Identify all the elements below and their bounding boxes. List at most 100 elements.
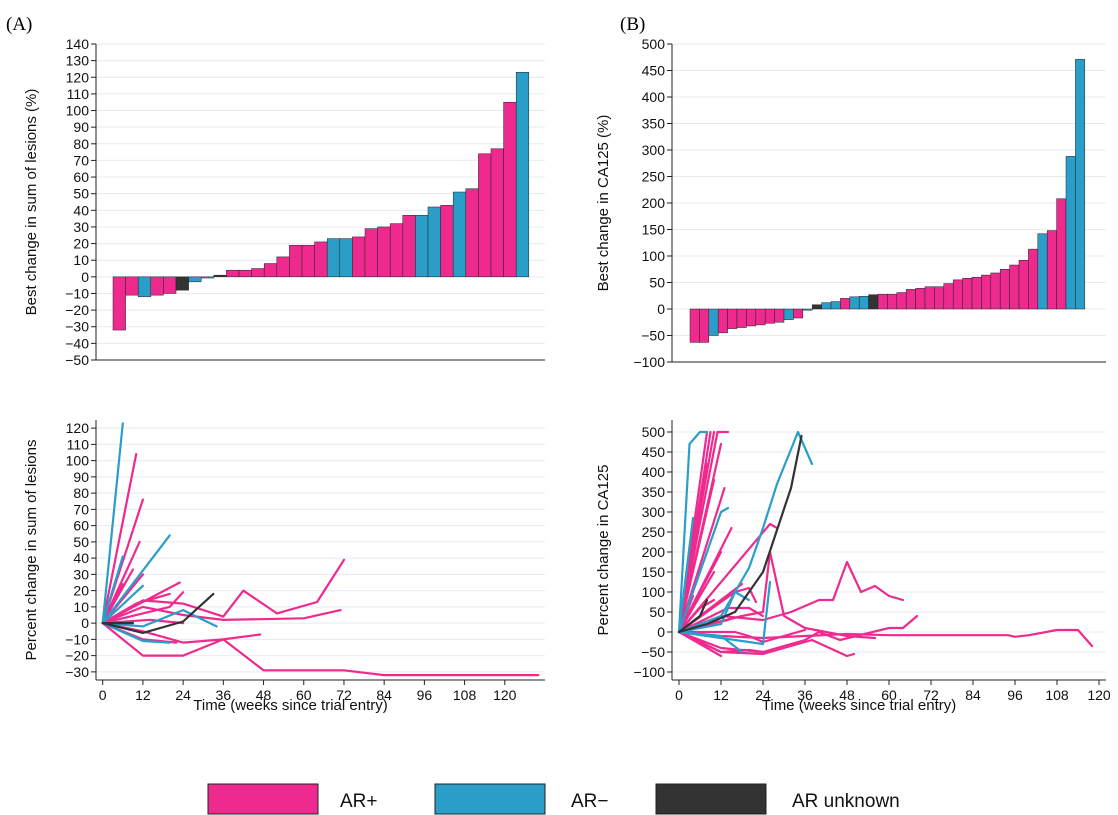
bar-ar-positive [915, 288, 926, 310]
bar-ar-positive [840, 298, 851, 310]
series-line-ar-negative [677, 516, 695, 634]
y-tick-label: −50 [641, 644, 665, 660]
y-tick-label: 40 [73, 550, 89, 566]
series-line-ar-negative [101, 422, 124, 625]
y-tick-label: −10 [65, 631, 89, 647]
series-line-ar-negative [677, 630, 744, 654]
x-tick-label: 96 [1007, 687, 1023, 703]
y-tick-label: 150 [642, 222, 666, 238]
y-tick-label: 450 [642, 444, 666, 460]
bar-ar-positive [465, 188, 479, 278]
series-line-ar-positive [677, 628, 1094, 648]
x-tick-label: 36 [797, 687, 813, 703]
y-tick-label: 60 [73, 518, 89, 534]
bar-ar-positive [736, 308, 747, 328]
series-line-ar-unknown [677, 434, 803, 634]
y-tick-label: 0 [657, 624, 665, 640]
bar-ar-positive [251, 268, 265, 278]
series-line-ar-positive [677, 478, 716, 634]
x-tick-label: 24 [755, 687, 771, 703]
y-tick-label: 100 [642, 584, 666, 600]
x-axis-label: Time (weeks since trial entry) [193, 697, 388, 714]
y-tick-label: 30 [73, 566, 89, 582]
y-tick-label: 150 [642, 564, 666, 580]
x-tick-label: 0 [675, 687, 683, 703]
bar-ar-negative [830, 301, 841, 310]
bar-ar-negative [708, 308, 719, 336]
bar-ar-positive [377, 226, 391, 278]
bar-ar-positive [952, 279, 963, 310]
y-tick-label: 50 [73, 534, 89, 550]
bar-ar-negative [1065, 156, 1076, 310]
bar-ar-positive [238, 269, 252, 278]
y-tick-label: −30 [65, 664, 89, 680]
y-tick-label: 0 [81, 615, 89, 631]
series-line-ar-negative [101, 621, 171, 644]
y-tick-label: 500 [642, 424, 666, 440]
y-tick-label: 70 [73, 501, 89, 517]
bar-ar-positive [490, 148, 504, 278]
y-tick-label: 50 [73, 186, 89, 202]
bar-ar-positive [112, 276, 126, 331]
y-tick-label: −20 [65, 648, 89, 664]
bar-ar-positive [699, 308, 710, 343]
series-line-ar-positive [677, 570, 716, 634]
legend: AR+ AR− AR unknown [207, 783, 900, 815]
series-line-ar-negative [677, 430, 709, 634]
y-tick-label: −40 [65, 335, 89, 351]
y-tick-label: −10 [65, 285, 89, 301]
y-tick-label: 50 [649, 275, 665, 291]
series-line-ar-positive [101, 592, 171, 625]
y-tick-label: −20 [65, 302, 89, 318]
legend-swatch-ar-positive [207, 783, 319, 815]
bar-ar-negative [339, 238, 353, 278]
chart-b-bottom-percent-change-ca125: −100 −50 0 50 100 150 200 250 300 350 400 450 500 Per… [595, 420, 1111, 714]
x-tick-label: 72 [923, 687, 939, 703]
y-tick-label: 100 [66, 453, 90, 469]
bar-ar-positive [1018, 259, 1029, 310]
series-line-ar-negative [101, 608, 218, 628]
bar-ar-negative [858, 296, 869, 310]
series-line-ar-negative [677, 506, 730, 634]
x-tick-label: 120 [493, 687, 517, 703]
bar-ar-unknown [213, 274, 227, 278]
y-tick-label: −100 [633, 354, 665, 370]
x-tick-label: 12 [135, 687, 151, 703]
bar-ar-positive [125, 276, 139, 296]
series-line-ar-positive [677, 630, 723, 658]
bar-ar-positive [746, 308, 757, 327]
bar-ar-negative [200, 276, 215, 279]
series-line-ar-positive [677, 560, 905, 634]
x-tick-label: 24 [175, 687, 191, 703]
y-tick-label: 110 [67, 86, 90, 102]
bar-ar-positive [1046, 230, 1057, 310]
y-tick-label: 300 [642, 504, 666, 520]
series-line-ar-positive [677, 630, 765, 654]
series-line-ar-positive [101, 605, 342, 625]
legend-label-ar-unknown: AR unknown [792, 791, 900, 812]
y-tick-label: 90 [73, 119, 89, 135]
y-tick-label: 60 [73, 169, 89, 185]
panel-label-a: (A) [6, 14, 32, 35]
series-line-ar-positive [677, 522, 779, 634]
bar-ar-positive [263, 263, 278, 278]
y-axis-label: Percent change in CA125 [595, 465, 612, 636]
bar-ar-negative [515, 72, 530, 278]
y-tick-label: 350 [642, 116, 666, 132]
bar-ar-negative [1075, 59, 1086, 310]
series-line-ar-negative [101, 584, 144, 625]
series-line-ar-unknown [677, 598, 709, 634]
x-tick-label: 84 [965, 687, 981, 703]
x-tick-label: 48 [839, 687, 855, 703]
bar-ar-unknown [175, 276, 189, 291]
x-axis-label: Time (weeks since trial entry) [762, 697, 957, 714]
bar-ar-positive [774, 308, 785, 323]
bar-ar-positive [943, 283, 954, 310]
bar-ar-positive [877, 293, 888, 310]
y-tick-label: 130 [66, 53, 90, 69]
y-tick-label: 110 [67, 436, 90, 452]
x-tick-label: 96 [417, 687, 433, 703]
legend-label-ar-negative: AR− [571, 791, 609, 812]
y-tick-label: 250 [642, 169, 666, 185]
y-axis-label: Best change in CA125 (%) [595, 115, 612, 292]
